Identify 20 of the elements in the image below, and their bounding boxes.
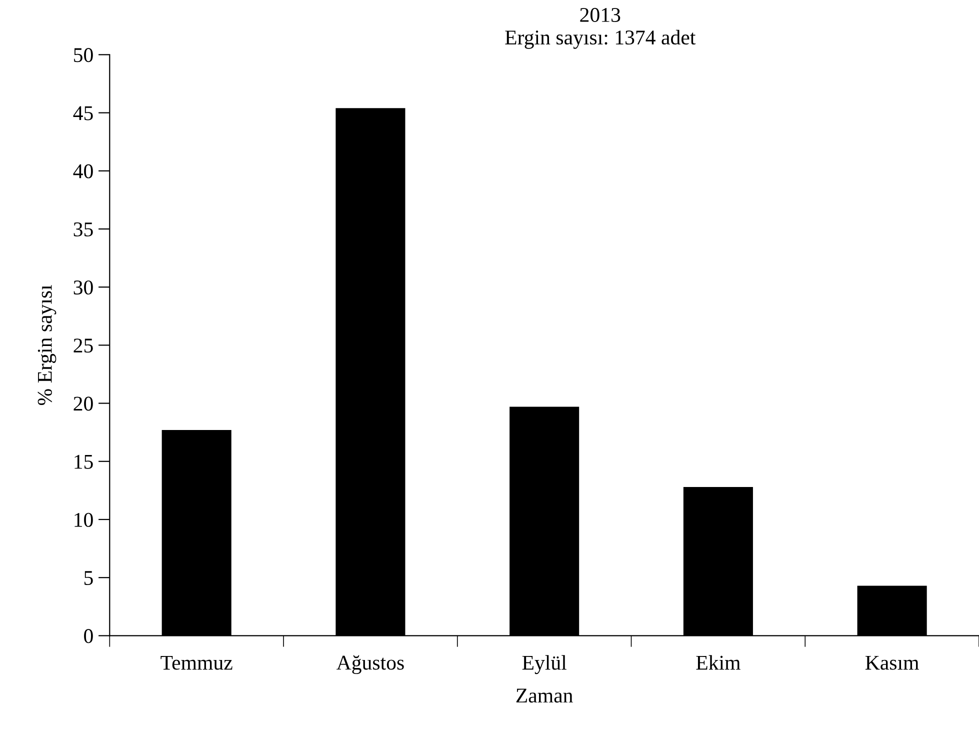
y-tick-label: 35 <box>74 222 93 236</box>
y-tick-label: 5 <box>84 571 93 586</box>
y-tick-label: 10 <box>74 512 93 527</box>
y-tick-label: 15 <box>74 454 93 469</box>
y-tick-label: 50 <box>74 48 93 62</box>
x-tick-label: Eylül <box>522 655 566 674</box>
y-tick-label: 20 <box>74 396 93 411</box>
x-tick-label: Ekim <box>696 655 740 670</box>
y-tick-label: 30 <box>74 280 93 295</box>
y-tick-label: 40 <box>73 164 93 178</box>
x-axis-title: Zaman <box>516 688 573 703</box>
x-tick-label: Kasım <box>865 656 919 670</box>
chart-title: 2013 <box>580 8 620 22</box>
x-tick-label: Temmuz <box>160 656 232 670</box>
y-tick-label: 45 <box>73 106 93 120</box>
y-tick-label: 0 <box>84 629 93 644</box>
y-axis-title: % Ergin sayısı <box>38 285 56 406</box>
chart-subtitle: Ergin sayısı: 1374 adet <box>505 30 696 49</box>
y-tick-label: 25 <box>74 338 93 353</box>
x-tick-label: Ağustos <box>336 655 404 674</box>
